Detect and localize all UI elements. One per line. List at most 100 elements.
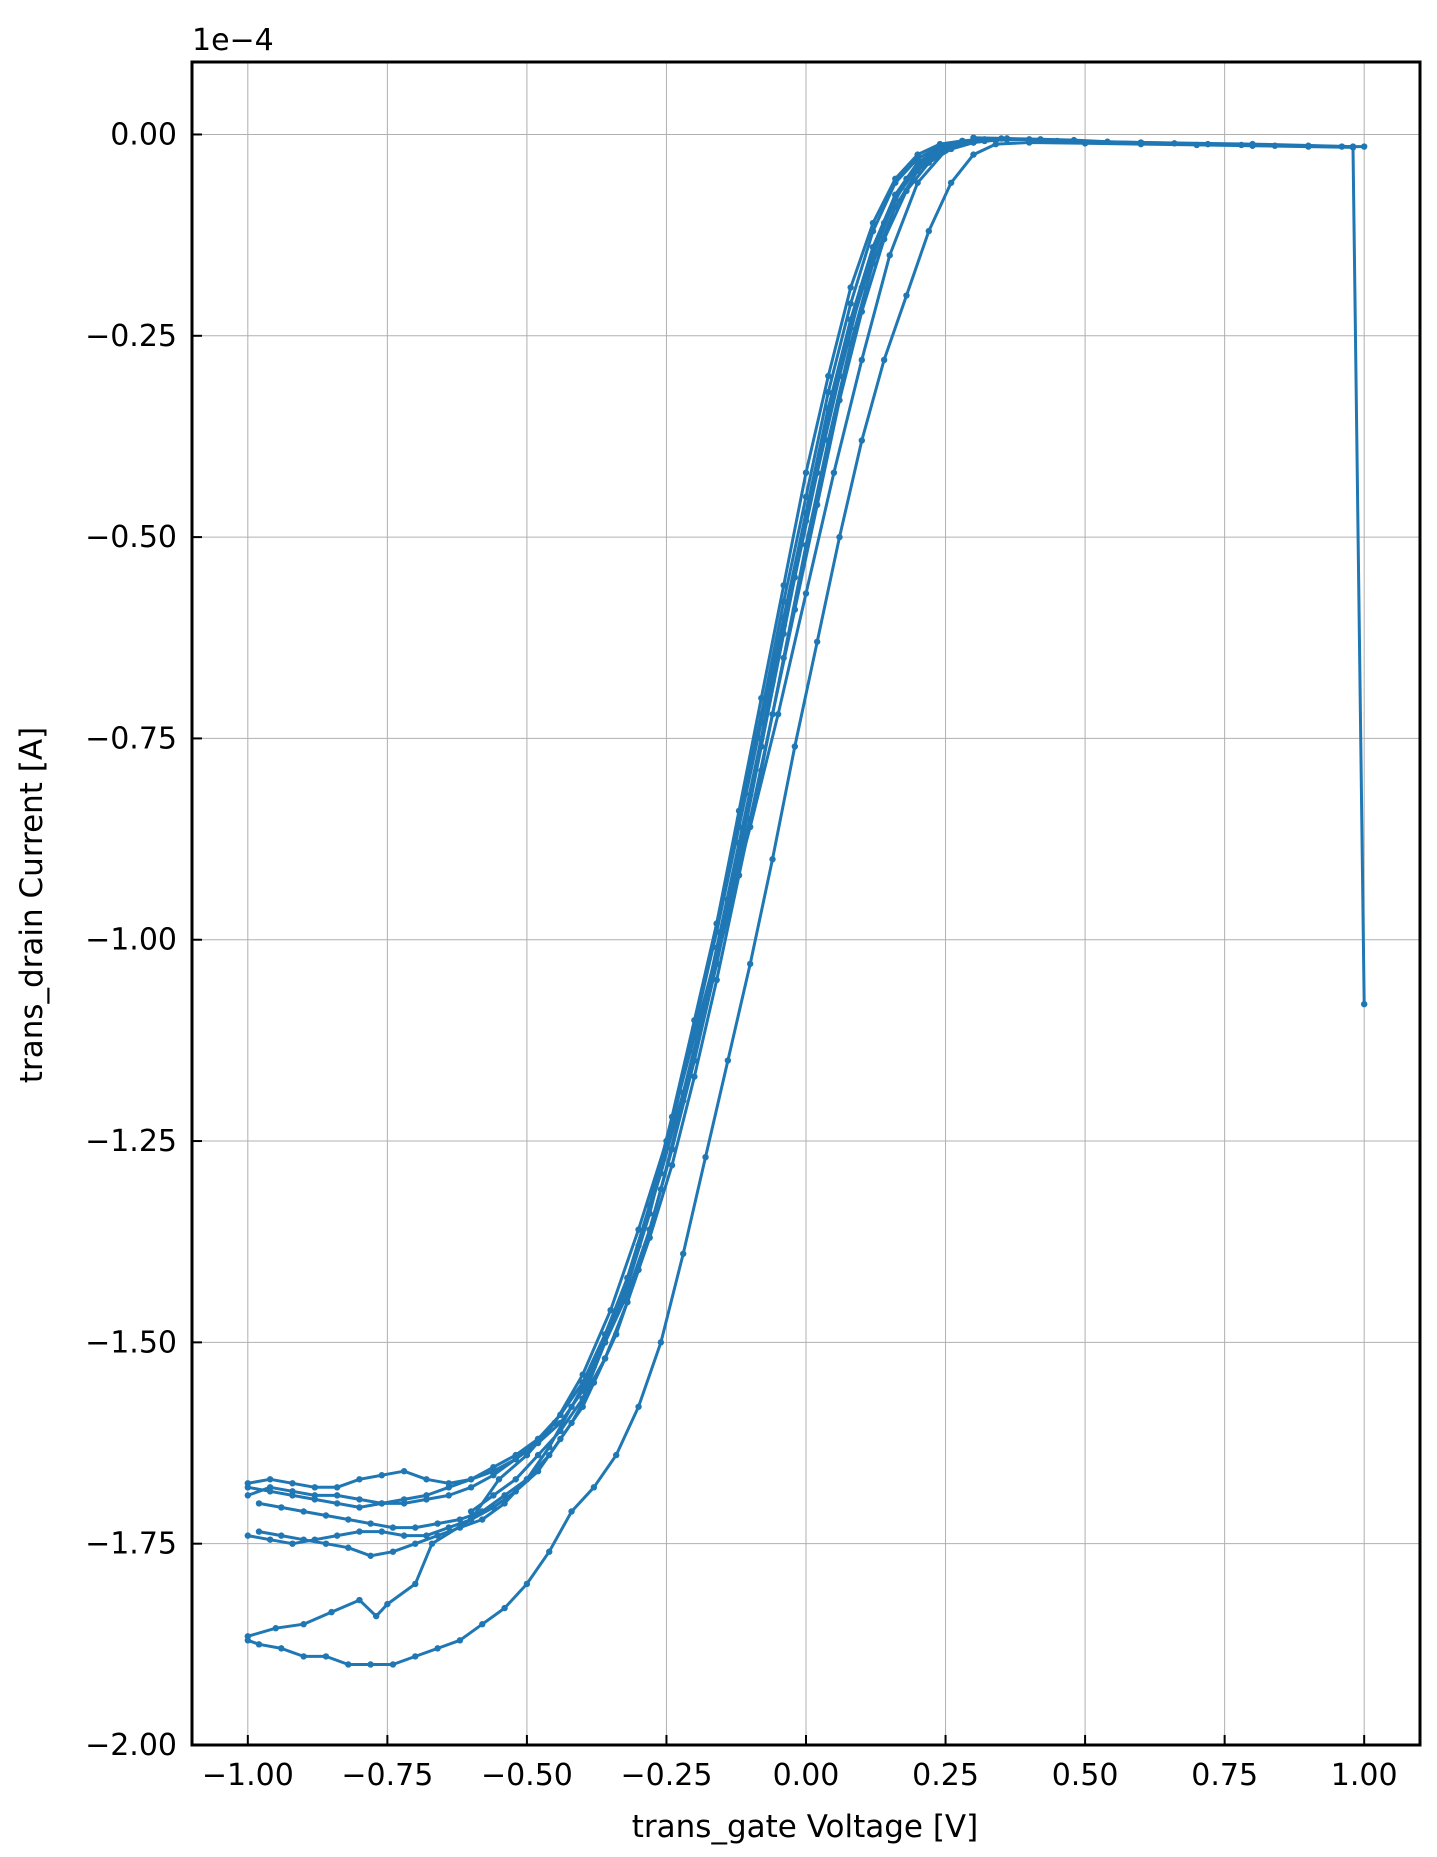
data-point bbox=[266, 1488, 274, 1495]
data-point bbox=[691, 1073, 698, 1080]
data-point bbox=[802, 469, 810, 476]
data-point bbox=[400, 1468, 408, 1475]
data-point bbox=[412, 1540, 419, 1547]
data-point bbox=[423, 1492, 430, 1499]
data-point bbox=[546, 1548, 553, 1555]
data-point bbox=[1360, 143, 1368, 150]
data-point bbox=[959, 140, 966, 148]
data-point bbox=[356, 1596, 363, 1604]
data-point bbox=[367, 1520, 374, 1527]
data-point bbox=[1238, 141, 1245, 149]
data-point bbox=[1171, 140, 1178, 147]
series-line bbox=[247, 139, 985, 1509]
data-point bbox=[378, 1500, 385, 1507]
data-point bbox=[858, 356, 866, 364]
data-point bbox=[356, 1476, 363, 1483]
data-point bbox=[1070, 136, 1078, 144]
data-point bbox=[869, 260, 877, 267]
data-point bbox=[830, 469, 838, 476]
data-point bbox=[345, 1661, 352, 1668]
data-point bbox=[886, 252, 893, 259]
data-point bbox=[880, 356, 888, 364]
y-tick-label: −2.00 bbox=[85, 1728, 177, 1763]
series-layer bbox=[244, 134, 1368, 1668]
x-tick-label: 1.00 bbox=[1331, 1758, 1398, 1793]
data-point bbox=[333, 1532, 341, 1539]
data-point bbox=[456, 1637, 464, 1644]
data-point bbox=[1104, 138, 1111, 145]
data-point bbox=[289, 1480, 296, 1487]
data-point bbox=[278, 1645, 285, 1652]
data-point bbox=[322, 1540, 330, 1547]
data-point bbox=[434, 1532, 441, 1539]
data-point bbox=[791, 743, 799, 750]
data-point bbox=[412, 1524, 419, 1531]
data-series bbox=[244, 136, 988, 1507]
data-point bbox=[356, 1528, 363, 1535]
data-point bbox=[691, 1025, 698, 1032]
data-point bbox=[534, 1435, 542, 1443]
data-point bbox=[780, 582, 787, 589]
data-point bbox=[557, 1411, 564, 1419]
data-point bbox=[311, 1484, 318, 1491]
data-point bbox=[735, 872, 743, 879]
data-point bbox=[825, 372, 832, 380]
data-point bbox=[445, 1484, 452, 1491]
data-point bbox=[434, 1645, 441, 1652]
series-line bbox=[258, 138, 996, 1530]
data-point bbox=[724, 1057, 732, 1064]
data-point bbox=[903, 292, 910, 299]
data-point bbox=[825, 437, 832, 444]
x-tick-label: 0.00 bbox=[773, 1758, 840, 1793]
data-point bbox=[356, 1504, 363, 1511]
data-point bbox=[557, 1435, 564, 1443]
data-point bbox=[373, 1612, 380, 1620]
data-point bbox=[713, 976, 720, 984]
data-point bbox=[802, 517, 810, 525]
data-point bbox=[601, 1355, 609, 1362]
data-point bbox=[367, 1661, 374, 1668]
data-point bbox=[423, 1476, 430, 1483]
data-point bbox=[378, 1472, 385, 1479]
data-point bbox=[780, 630, 787, 637]
data-point bbox=[289, 1540, 296, 1547]
data-point bbox=[590, 1484, 598, 1491]
x-tick-label: 0.25 bbox=[912, 1758, 979, 1793]
data-point bbox=[356, 1496, 363, 1503]
data-point bbox=[1003, 135, 1011, 142]
data-point bbox=[512, 1488, 519, 1495]
y-tick-label: −0.75 bbox=[85, 721, 177, 756]
data-point bbox=[445, 1524, 452, 1531]
data-point bbox=[300, 1508, 307, 1515]
data-point bbox=[780, 654, 787, 662]
data-point bbox=[847, 284, 854, 291]
data-point bbox=[289, 1492, 296, 1499]
data-point bbox=[1338, 143, 1346, 150]
data-point bbox=[601, 1339, 609, 1346]
data-point bbox=[322, 1653, 330, 1660]
data-point bbox=[869, 219, 877, 227]
data-point bbox=[802, 590, 810, 597]
data-point bbox=[412, 1580, 419, 1588]
data-point bbox=[445, 1492, 452, 1499]
data-point bbox=[607, 1306, 614, 1314]
data-point bbox=[244, 1492, 252, 1499]
data-point bbox=[479, 1516, 486, 1523]
y-tick-label: 0.00 bbox=[110, 117, 177, 152]
x-tick-label: 0.50 bbox=[1052, 1758, 1119, 1793]
data-point bbox=[568, 1508, 575, 1515]
data-point bbox=[255, 1641, 263, 1648]
data-point bbox=[1271, 142, 1279, 149]
data-point bbox=[244, 1532, 252, 1539]
data-point bbox=[746, 960, 754, 968]
data-point bbox=[936, 140, 944, 148]
data-point bbox=[680, 1250, 687, 1257]
y-tick-label: −0.25 bbox=[85, 319, 177, 354]
data-point bbox=[936, 148, 944, 156]
data-point bbox=[836, 533, 843, 541]
data-point bbox=[847, 300, 854, 307]
data-point bbox=[384, 1600, 391, 1608]
data-point bbox=[668, 1121, 676, 1129]
data-point bbox=[300, 1621, 307, 1628]
